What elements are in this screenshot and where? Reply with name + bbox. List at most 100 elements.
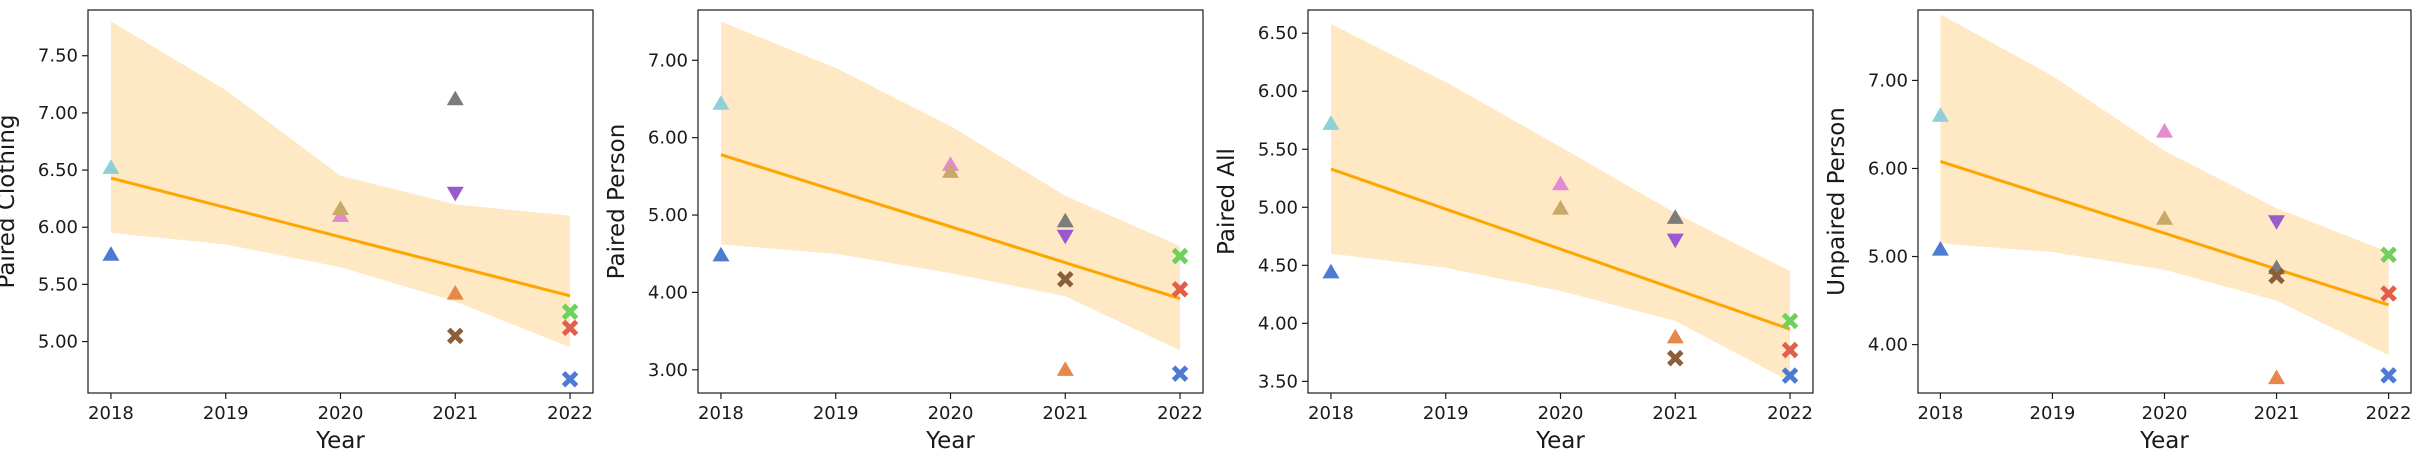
y-axis-label: Unpaired Person [1824, 107, 1850, 296]
x-tick-label: 2020 [2142, 403, 2188, 424]
x-tick-label: 2021 [1652, 403, 1698, 424]
data-point-triangle-up [712, 95, 730, 110]
data-point-x [1781, 341, 1799, 359]
y-tick-label: 3.50 [1258, 371, 1298, 392]
y-tick-label: 7.00 [648, 50, 688, 71]
data-point-triangle-up [1666, 328, 1684, 344]
data-point-x [2380, 367, 2397, 384]
x-tick-label: 2020 [928, 403, 974, 424]
data-point-x [2268, 267, 2285, 285]
x-tick-label: 2018 [88, 403, 134, 424]
data-point-x [1171, 365, 1189, 382]
data-point-triangle-up [446, 90, 464, 106]
y-tick-label: 7.00 [38, 103, 78, 124]
y-tick-label: 6.00 [1868, 158, 1908, 179]
y-axis-label: Paired Person [604, 124, 630, 280]
data-point-x [1171, 281, 1189, 298]
x-tick-label: 2020 [1538, 403, 1584, 424]
data-point-x [2380, 246, 2397, 264]
y-axis-label: Paired All [1214, 148, 1240, 255]
regression-line [110, 176, 571, 298]
y-tick-label: 5.00 [648, 205, 688, 226]
data-point-triangle-down [446, 186, 464, 202]
confidence-band [1940, 14, 2389, 356]
y-tick-label: 5.50 [38, 274, 78, 295]
y-tick-label: 5.00 [1258, 197, 1298, 218]
y-tick-label: 7.00 [1868, 70, 1908, 91]
x-tick-label: 2019 [1423, 403, 1469, 424]
data-point-triangle-up [1931, 240, 1949, 256]
data-point-triangle-up [1931, 107, 1949, 122]
data-point-triangle-up [712, 246, 730, 262]
data-point-triangle-up [1056, 212, 1074, 228]
data-point-triangle-up [942, 163, 959, 178]
y-tick-label: 6.00 [1258, 81, 1298, 102]
data-point-triangle-up [332, 200, 349, 216]
chart-panel-4: 2018 2019 2020 2021 2022 4.00 5.00 6.00 7.00 Year… [1824, 9, 2412, 454]
regression-line [1939, 160, 2390, 307]
data-point-x [2380, 285, 2397, 302]
data-point-triangle-down [2268, 215, 2286, 230]
chart-panel-3: 2018 2019 2020 2021 2022 3.50 4.00 4.50 5.00 5.50… [1214, 9, 1814, 454]
data-point-triangle-up [446, 285, 464, 300]
y-tick-label: 5.00 [38, 332, 78, 353]
data-point-triangle-up [102, 159, 120, 174]
x-tick-label: 2022 [1767, 403, 1813, 424]
data-point-triangle-up [1322, 263, 1340, 279]
data-point-triangle-up [2268, 369, 2286, 385]
data-point-x [1667, 349, 1684, 367]
data-point-triangle-up [1552, 175, 1569, 191]
chart-panel-1: 2018 2019 2020 2021 2022 5.00 5.50 6.00 6.50 7.00… [0, 9, 594, 454]
x-tick-label: 2018 [1918, 403, 1964, 424]
x-tick-label: 2019 [813, 403, 859, 424]
y-tick-label: 5.50 [1258, 139, 1298, 160]
y-axis-label: Paired Clothing [0, 114, 20, 288]
chart-panel-2: 2018 2019 2020 2021 2022 3.00 4.00 5.00 6.00 7.00… [604, 9, 1204, 454]
y-tick-label: 7.50 [38, 46, 78, 67]
data-point-triangle-down [1666, 233, 1684, 249]
data-point-x [1057, 270, 1074, 288]
data-point-triangle-down [1056, 229, 1074, 245]
data-point-x [1171, 247, 1189, 265]
data-point-x [561, 371, 579, 388]
data-point-triangle-up [1552, 199, 1569, 215]
x-tick-label: 2019 [2030, 403, 2076, 424]
data-point-x [561, 303, 579, 321]
y-tick-label: 4.00 [1258, 313, 1298, 334]
y-tick-label: 4.00 [648, 282, 688, 303]
y-tick-label: 4.50 [1258, 255, 1298, 276]
x-tick-label: 2021 [2254, 403, 2300, 424]
x-tick-label: 2022 [2366, 403, 2412, 424]
y-tick-label: 5.00 [1868, 247, 1908, 268]
x-tick-label: 2020 [318, 403, 364, 424]
regression-line [1330, 167, 1791, 331]
y-tick-label: 6.50 [1258, 23, 1298, 44]
confidence-band [111, 21, 570, 348]
data-point-triangle-up [1056, 361, 1074, 376]
x-tick-label: 2022 [1157, 403, 1203, 424]
data-point-triangle-up [102, 246, 120, 261]
data-point-triangle-up [2156, 210, 2173, 225]
data-point-triangle-up [1322, 115, 1340, 130]
x-tick-label: 2021 [1042, 403, 1088, 424]
data-point-triangle-up [2156, 123, 2173, 138]
x-tick-label: 2018 [1308, 403, 1354, 424]
x-tick-label: 2018 [698, 403, 744, 424]
data-point-x [447, 327, 464, 345]
x-tick-label: 2019 [203, 403, 249, 424]
data-point-x [1781, 367, 1799, 384]
x-tick-label: 2021 [432, 403, 478, 424]
x-tick-label: 2022 [547, 403, 593, 424]
regression-line [720, 153, 1181, 301]
y-tick-label: 3.00 [648, 360, 688, 381]
data-point-triangle-up [1666, 209, 1684, 224]
x-axis-label: Year [1535, 428, 1585, 454]
x-axis-label: Year [925, 428, 975, 454]
x-axis-label: Year [2139, 428, 2189, 454]
confidence-band [721, 21, 1180, 351]
x-axis-label: Year [315, 428, 365, 454]
y-tick-label: 4.00 [1868, 335, 1908, 356]
data-point-x [561, 319, 579, 337]
y-tick-label: 6.00 [38, 217, 78, 238]
